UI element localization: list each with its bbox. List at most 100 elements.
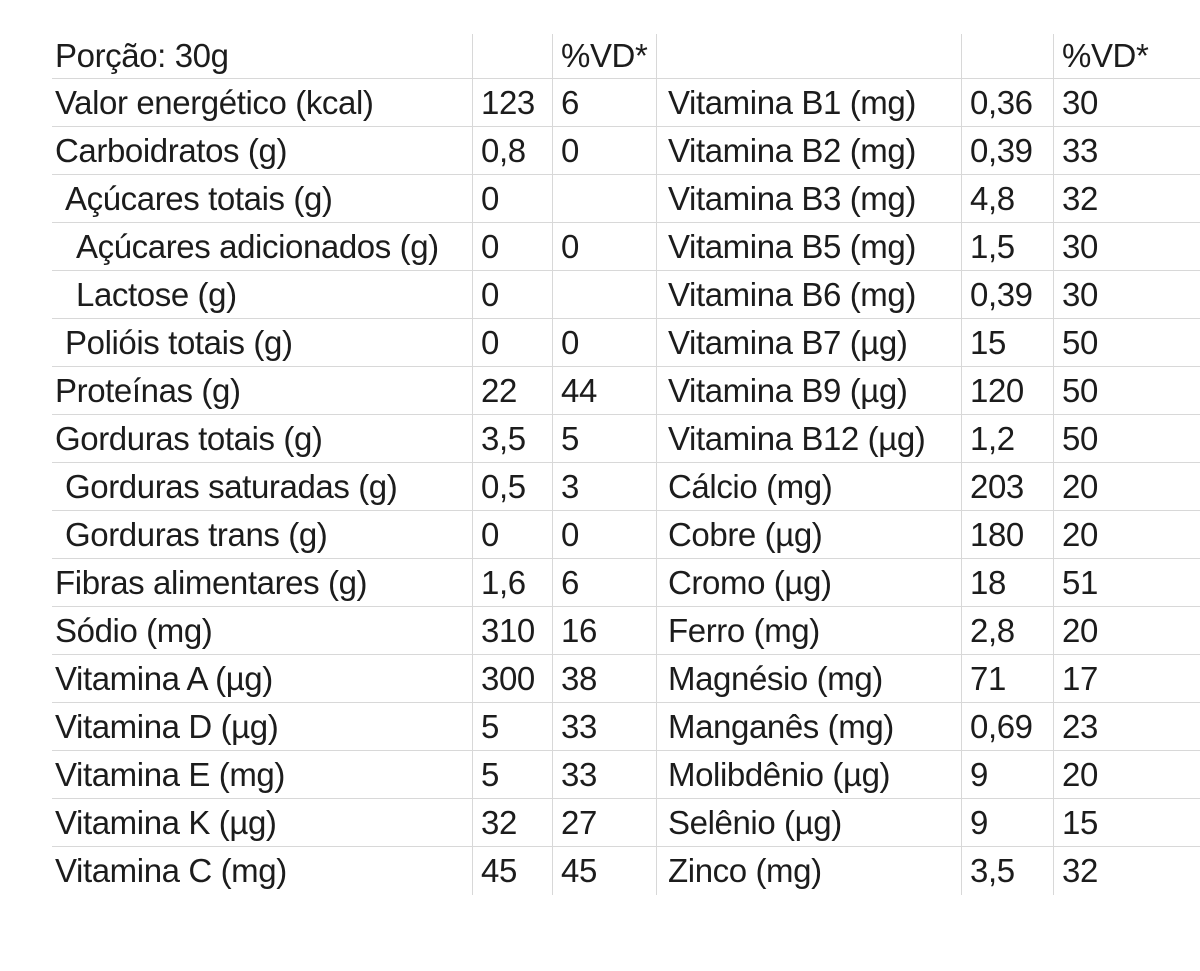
row-label-cell: Carboidratos (g) [52, 127, 473, 175]
row-label-cell: Vitamina B7 (µg) [657, 319, 962, 367]
row-value-cell: 71 [962, 655, 1054, 703]
row-vd-cell: 30 [1054, 79, 1200, 127]
row-value-cell: 0 [473, 175, 553, 223]
row-vd-cell: 30 [1054, 271, 1200, 319]
row-vd-cell: 20 [1054, 463, 1200, 511]
row-label-cell: Vitamina B6 (mg) [657, 271, 962, 319]
row-vd-cell: 23 [1054, 703, 1200, 751]
row-label-cell: Molibdênio (µg) [657, 751, 962, 799]
row-value-cell: 0,39 [962, 271, 1054, 319]
row-value-cell: 4,8 [962, 175, 1054, 223]
row-value-cell: 120 [962, 367, 1054, 415]
row-value-cell: 1,5 [962, 223, 1054, 271]
row-vd-cell: 6 [553, 79, 657, 127]
header-spacer-cell-right-value [962, 34, 1054, 79]
row-value-cell: 1,6 [473, 559, 553, 607]
row-vd-cell: 20 [1054, 751, 1200, 799]
row-vd-cell: 0 [553, 127, 657, 175]
row-label-cell: Açúcares adicionados (g) [52, 223, 473, 271]
row-value-cell: 22 [473, 367, 553, 415]
row-vd-cell: 0 [553, 511, 657, 559]
row-value-cell: 0,5 [473, 463, 553, 511]
row-value-cell: 0 [473, 511, 553, 559]
row-vd-cell [553, 175, 657, 223]
row-label-cell: Cobre (µg) [657, 511, 962, 559]
row-vd-cell: 33 [553, 751, 657, 799]
row-label-cell: Vitamina A (µg) [52, 655, 473, 703]
row-vd-cell: 0 [553, 319, 657, 367]
row-vd-cell: 3 [553, 463, 657, 511]
row-label-cell: Vitamina C (mg) [52, 847, 473, 895]
row-label-cell: Vitamina B2 (mg) [657, 127, 962, 175]
header-spacer-cell-right-name [657, 34, 962, 79]
row-vd-cell: 32 [1054, 175, 1200, 223]
row-label-cell: Vitamina B9 (µg) [657, 367, 962, 415]
row-label-cell: Lactose (g) [52, 271, 473, 319]
row-vd-cell: 17 [1054, 655, 1200, 703]
row-label-cell: Vitamina D (µg) [52, 703, 473, 751]
row-vd-cell: 5 [553, 415, 657, 463]
row-label-cell: Selênio (µg) [657, 799, 962, 847]
row-vd-cell: 33 [1054, 127, 1200, 175]
row-label-cell: Sódio (mg) [52, 607, 473, 655]
row-value-cell: 32 [473, 799, 553, 847]
row-vd-cell: 27 [553, 799, 657, 847]
row-label-cell: Gorduras totais (g) [52, 415, 473, 463]
row-value-cell: 123 [473, 79, 553, 127]
row-label-cell: Açúcares totais (g) [52, 175, 473, 223]
row-value-cell: 0,36 [962, 79, 1054, 127]
vd-header-cell-left: %VD* [553, 34, 657, 79]
row-label-cell: Vitamina B5 (mg) [657, 223, 962, 271]
nutrition-table: Porção: 30g %VD* %VD* Valor energético (… [52, 34, 1200, 895]
row-value-cell: 15 [962, 319, 1054, 367]
row-vd-cell: 16 [553, 607, 657, 655]
row-value-cell: 5 [473, 703, 553, 751]
row-label-cell: Vitamina B1 (mg) [657, 79, 962, 127]
row-label-cell: Fibras alimentares (g) [52, 559, 473, 607]
row-label-cell: Vitamina B3 (mg) [657, 175, 962, 223]
row-value-cell: 0 [473, 223, 553, 271]
row-value-cell: 0 [473, 271, 553, 319]
row-vd-cell: 15 [1054, 799, 1200, 847]
row-label-cell: Vitamina B12 (µg) [657, 415, 962, 463]
portion-header-cell: Porção: 30g [52, 34, 473, 79]
row-label-cell: Gorduras saturadas (g) [52, 463, 473, 511]
row-vd-cell: 0 [553, 223, 657, 271]
row-value-cell: 1,2 [962, 415, 1054, 463]
row-label-cell: Vitamina K (µg) [52, 799, 473, 847]
row-label-cell: Zinco (mg) [657, 847, 962, 895]
row-vd-cell: 38 [553, 655, 657, 703]
row-vd-cell: 33 [553, 703, 657, 751]
row-vd-cell: 20 [1054, 607, 1200, 655]
row-label-cell: Cálcio (mg) [657, 463, 962, 511]
row-label-cell: Cromo (µg) [657, 559, 962, 607]
row-label-cell: Gorduras trans (g) [52, 511, 473, 559]
row-vd-cell: 50 [1054, 415, 1200, 463]
row-value-cell: 0,8 [473, 127, 553, 175]
row-label-cell: Valor energético (kcal) [52, 79, 473, 127]
row-vd-cell: 44 [553, 367, 657, 415]
row-vd-cell: 32 [1062, 852, 1098, 889]
row-value-cell: 45 [473, 847, 553, 895]
row-value-cell: 9 [962, 799, 1054, 847]
row-value-cell: 300 [473, 655, 553, 703]
row-label-cell: Manganês (mg) [657, 703, 962, 751]
header-spacer-cell-left [473, 34, 553, 79]
row-value-cell: 310 [473, 607, 553, 655]
row-vd-cell: 50 [1054, 367, 1200, 415]
row-label-cell: Proteínas (g) [52, 367, 473, 415]
row-vd-cell: 20 [1054, 511, 1200, 559]
row-vd-cell: 51 [1054, 559, 1200, 607]
vd-header-cell-right: %VD* [1054, 34, 1200, 79]
row-value-cell: 2,8 [962, 607, 1054, 655]
row-value-cell: 5 [473, 751, 553, 799]
row-vd-cell: 30 [1054, 223, 1200, 271]
row-label-cell: Polióis totais (g) [52, 319, 473, 367]
row-vd-cell: 50 [1054, 319, 1200, 367]
row-vd-cell: 45 [553, 847, 657, 895]
row-vd-cell [553, 271, 657, 319]
row-label-cell: Magnésio (mg) [657, 655, 962, 703]
row-value-cell: 0,39 [962, 127, 1054, 175]
row-label-cell: Vitamina E (mg) [52, 751, 473, 799]
row-label-cell: Ferro (mg) [657, 607, 962, 655]
